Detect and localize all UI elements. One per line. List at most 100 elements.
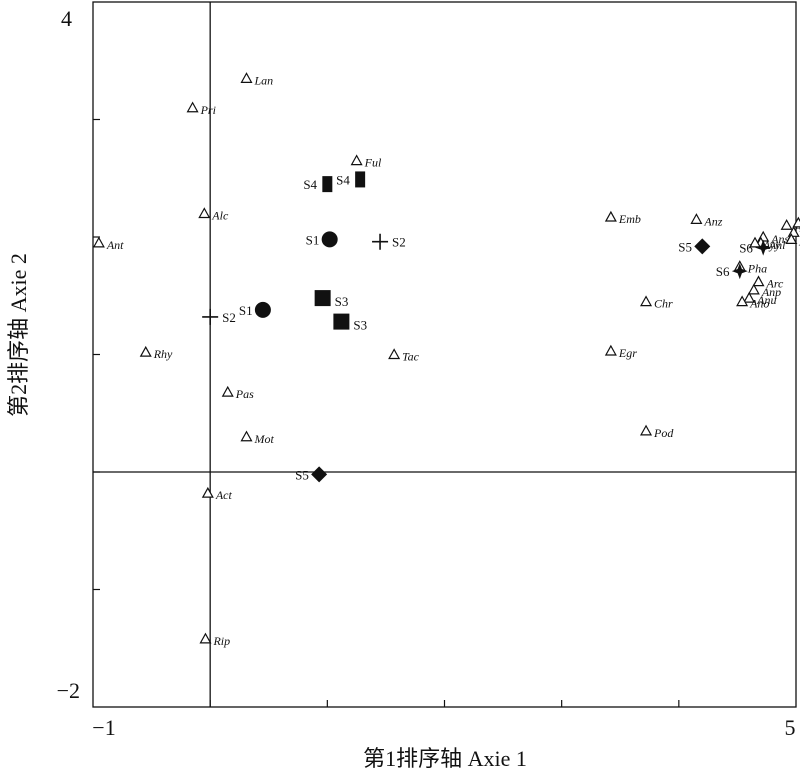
species-label: Ano <box>749 297 769 311</box>
species-label: Ful <box>364 156 382 170</box>
x-tick-label-right: 5 <box>785 715 796 740</box>
site-point: S4 <box>303 176 333 193</box>
site-point: S1 <box>239 301 271 318</box>
species-label: Mot <box>253 432 274 446</box>
species-point: Pri <box>186 101 216 117</box>
species-label: Anu <box>756 293 776 307</box>
species-point: Emb <box>604 210 641 226</box>
species-label: Pas <box>235 387 254 401</box>
site-point: S3 <box>314 290 349 309</box>
species-triangle-marker <box>350 154 363 166</box>
y-axis-title: 第2排序轴 Axie 2 <box>6 253 31 417</box>
species-point: Rip <box>199 632 230 648</box>
species-point: Ano <box>736 295 769 311</box>
site-label: S1 <box>239 303 253 318</box>
species-point: Arc <box>752 275 785 291</box>
species-label: Chr <box>654 297 673 311</box>
species-triangle-marker <box>604 210 617 222</box>
site-label: S2 <box>222 310 236 325</box>
species-point: Pod <box>640 424 674 440</box>
species-point: Pas <box>221 385 254 401</box>
species-label: Lan <box>253 73 273 87</box>
site-circle-marker <box>321 231 338 248</box>
species-triangle-marker <box>736 295 749 307</box>
species-point: Rhy <box>139 345 173 361</box>
species-triangle-marker <box>780 219 793 230</box>
species-triangle-marker <box>690 213 703 224</box>
species-triangle-marker <box>785 233 798 244</box>
species-point: Act <box>201 486 233 502</box>
site-plus-marker <box>202 308 219 325</box>
species-label: Pri <box>200 103 216 117</box>
species-label: Ant <box>106 238 124 252</box>
site-label: S5 <box>678 239 692 254</box>
species-triangle-marker <box>186 101 199 113</box>
site-rect-marker <box>355 171 366 188</box>
species-point: Ful <box>350 154 382 170</box>
site-plus-marker <box>372 233 389 250</box>
site-point: S3 <box>333 313 367 333</box>
site-label: S4 <box>336 172 350 187</box>
species-point: Egr <box>604 344 637 360</box>
site-label: S2 <box>392 235 406 250</box>
species-label: Tac <box>402 350 420 364</box>
species-triangle-marker <box>748 236 762 248</box>
site-rect-marker <box>322 176 333 193</box>
species-triangle-marker <box>221 385 234 397</box>
species-triangle-marker <box>240 430 253 442</box>
species-point: Ane <box>785 233 800 248</box>
site-point: S1 <box>306 231 338 248</box>
species-point: Chr <box>640 295 673 311</box>
species-triangle-marker <box>640 424 653 436</box>
species-triangle-marker <box>747 283 760 295</box>
site-label: S6 <box>739 241 753 256</box>
species-point: Anu <box>743 291 776 307</box>
species-triangle-marker <box>640 295 653 307</box>
species-label: Ane <box>798 234 800 248</box>
site-circle-marker <box>254 301 271 318</box>
species-label: Anl <box>768 238 786 252</box>
species-label: Egr <box>618 346 637 360</box>
species-label: Arc <box>766 277 785 291</box>
species-triangle-marker <box>139 345 152 357</box>
species-label: Rhy <box>153 347 173 361</box>
species-label: Pha <box>747 261 767 275</box>
species-label: Anz <box>703 214 722 228</box>
site-diamond-marker <box>694 238 711 255</box>
site-label: S4 <box>303 177 317 192</box>
site-label: S3 <box>335 294 349 309</box>
species-triangle-marker <box>198 207 211 219</box>
species-triangle-marker <box>240 72 253 83</box>
species-point: Ayt <box>792 216 800 228</box>
x-tick-label-left: −1 <box>92 715 115 740</box>
species-point: Lan <box>240 72 273 87</box>
site-star-marker <box>755 239 772 256</box>
site-label: S1 <box>306 232 320 247</box>
species-label: Ans <box>770 232 789 246</box>
species-label: Emb <box>618 212 641 226</box>
site-point: S4 <box>336 171 366 188</box>
species-point: Alc <box>198 207 229 223</box>
species-triangle-marker <box>92 236 105 248</box>
site-point: S2 <box>372 233 406 250</box>
species-point: Mot <box>240 430 274 446</box>
species-point: Anp <box>747 283 781 299</box>
x-axis-title: 第1排序轴 Axie 1 <box>363 746 527 771</box>
site-label: S5 <box>295 467 309 482</box>
species-point: Anz <box>690 213 723 228</box>
species-triangle-marker <box>752 275 765 287</box>
species-triangle-marker <box>743 291 756 303</box>
site-diamond-marker <box>311 466 328 483</box>
species-label: Act <box>215 488 233 502</box>
site-point: S5 <box>678 238 711 255</box>
site-point: S6 <box>739 239 772 256</box>
site-square-marker <box>333 313 350 330</box>
species-points: LanPriFulAlcAntEmbAnzAnsAyhAnlAytAnaAneA… <box>92 72 800 648</box>
site-square-marker <box>314 290 331 307</box>
plot-frame <box>92 1 797 708</box>
species-triangle-marker <box>792 216 800 228</box>
species-label: Alc <box>211 209 229 223</box>
species-triangle-marker <box>199 632 212 644</box>
